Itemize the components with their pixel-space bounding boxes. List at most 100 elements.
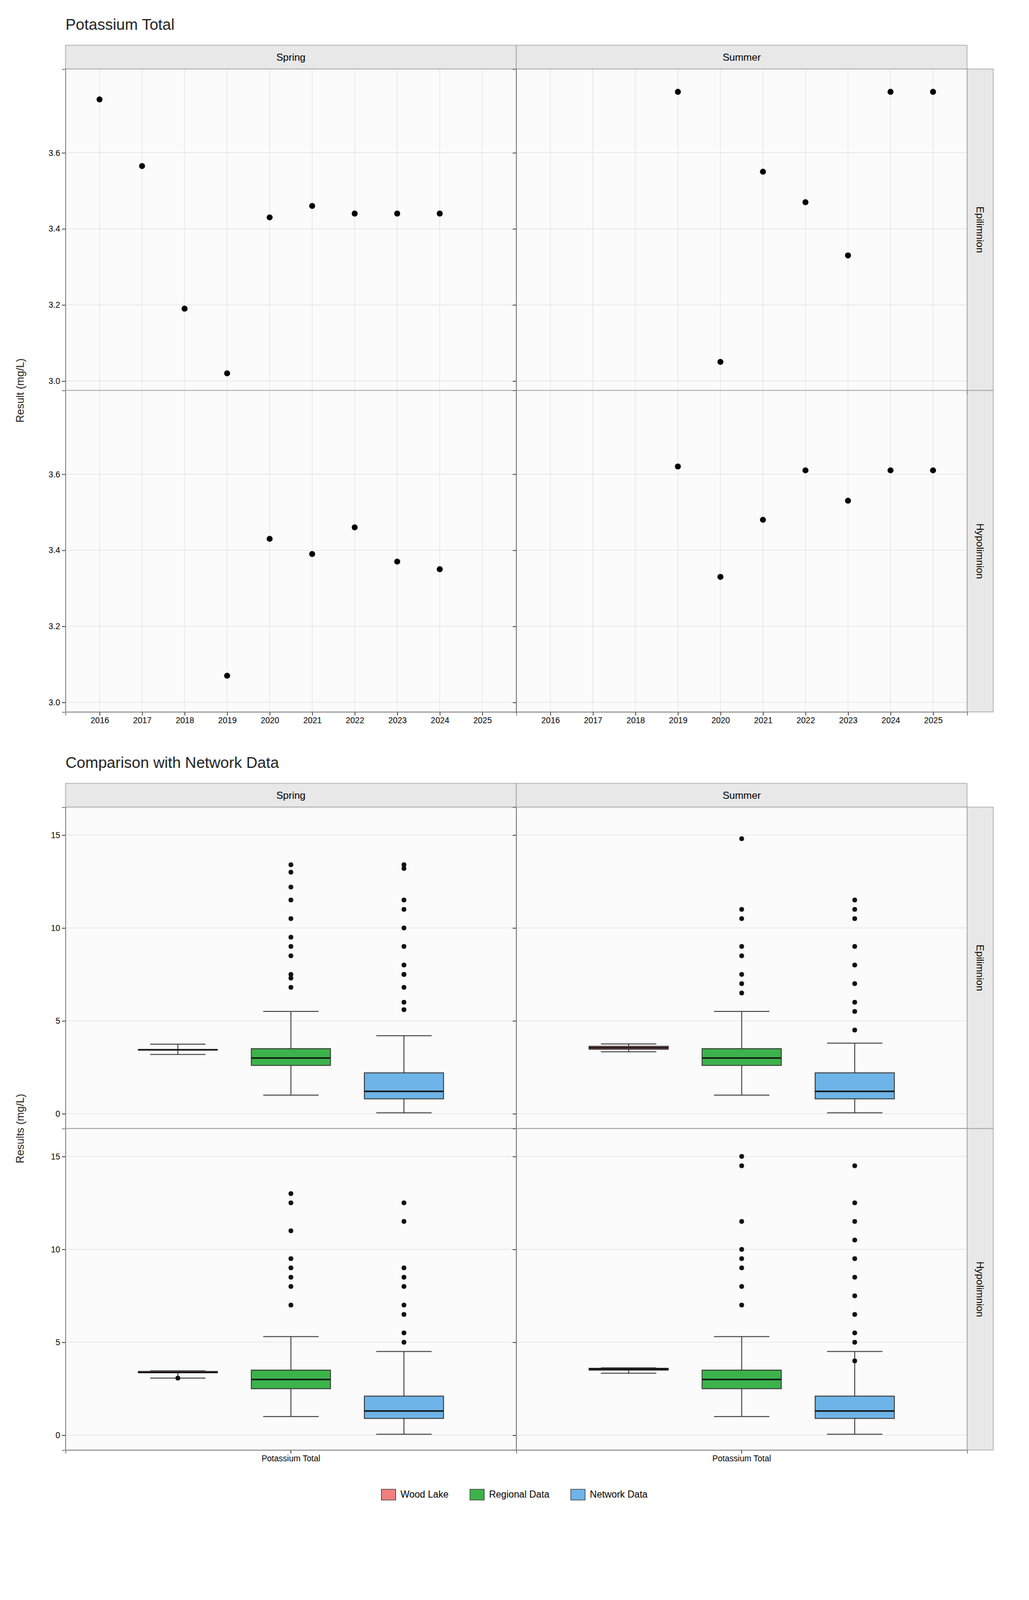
whisker bbox=[403, 1099, 405, 1113]
whisker-cap bbox=[150, 1054, 206, 1056]
x-axis: Potassium Total bbox=[516, 1450, 968, 1464]
box-body bbox=[364, 1073, 444, 1100]
outlier bbox=[739, 1219, 745, 1225]
grid-line bbox=[677, 69, 679, 391]
legend-label: Network Data bbox=[590, 1489, 648, 1501]
grid-line bbox=[65, 1114, 517, 1115]
whisker-cap bbox=[600, 1051, 657, 1053]
outlier bbox=[401, 962, 407, 968]
grid-line bbox=[516, 381, 968, 382]
tick-label: 2022 bbox=[796, 715, 816, 726]
whisker-cap bbox=[713, 1416, 770, 1418]
panel-background bbox=[65, 807, 517, 1130]
grid-line bbox=[550, 69, 551, 391]
whisker bbox=[403, 1036, 405, 1074]
facet-strip: Summer bbox=[516, 45, 968, 70]
outlier bbox=[739, 1163, 745, 1169]
boxes bbox=[138, 862, 444, 1114]
grid-line bbox=[847, 390, 849, 713]
tick: 3.0 bbox=[48, 697, 66, 708]
box-body bbox=[588, 1046, 669, 1050]
grid bbox=[516, 390, 968, 713]
point bbox=[309, 203, 316, 210]
outlier bbox=[852, 1330, 857, 1336]
x-axis: 2016201720182019202020212022202320242025 bbox=[516, 712, 968, 726]
point bbox=[394, 210, 401, 217]
chart-title: Potassium Total bbox=[65, 15, 175, 34]
outlier bbox=[401, 1275, 407, 1281]
outlier bbox=[739, 1256, 745, 1262]
outlier bbox=[288, 884, 294, 890]
panel-frame bbox=[516, 69, 968, 391]
whisker bbox=[741, 1337, 743, 1371]
tick-mark bbox=[512, 1249, 517, 1251]
grid-line bbox=[634, 390, 636, 713]
outlier bbox=[401, 1007, 407, 1013]
grid-line bbox=[65, 152, 517, 154]
grid-line bbox=[516, 228, 968, 230]
panel-background bbox=[516, 807, 968, 1130]
box bbox=[364, 1201, 444, 1436]
panel bbox=[512, 807, 968, 1130]
facet-label: Spring bbox=[276, 790, 306, 802]
tick-label: 2017 bbox=[132, 715, 152, 726]
y-axis: 051015 bbox=[50, 808, 66, 1130]
point bbox=[674, 88, 681, 95]
facet-label: Epilimnion bbox=[974, 206, 986, 254]
tick-mark bbox=[61, 1435, 66, 1437]
tick bbox=[512, 928, 517, 929]
whisker bbox=[741, 1011, 743, 1049]
outlier bbox=[739, 1284, 745, 1290]
tick bbox=[512, 550, 517, 551]
outlier bbox=[739, 1303, 745, 1309]
outlier bbox=[739, 836, 745, 842]
box-body bbox=[815, 1073, 895, 1100]
grid-line bbox=[312, 69, 313, 391]
outlier bbox=[288, 1303, 294, 1309]
outlier bbox=[852, 1219, 857, 1225]
point bbox=[266, 535, 273, 542]
box bbox=[138, 1371, 218, 1381]
tick-label: 10 bbox=[50, 923, 61, 934]
point bbox=[96, 96, 103, 103]
grid-line bbox=[439, 390, 441, 713]
grid-line bbox=[65, 228, 517, 230]
grid-line bbox=[141, 390, 143, 713]
tick-label: 0 bbox=[55, 1430, 61, 1441]
median bbox=[815, 1090, 895, 1093]
tick-label: Potassium Total bbox=[712, 1454, 772, 1464]
outlier bbox=[288, 897, 294, 903]
legend-item: Network Data bbox=[571, 1489, 648, 1501]
tick-mark bbox=[512, 381, 517, 382]
box-body bbox=[251, 1049, 331, 1066]
whisker-cap bbox=[376, 1351, 432, 1353]
tick-mark bbox=[61, 835, 66, 837]
grid bbox=[65, 69, 517, 391]
tick-mark bbox=[512, 550, 517, 551]
outlier bbox=[288, 953, 294, 959]
tick: 2017 bbox=[132, 712, 152, 726]
tick bbox=[512, 1342, 517, 1344]
outlier bbox=[739, 1247, 745, 1253]
whisker-cap bbox=[263, 1416, 319, 1418]
whisker bbox=[290, 1011, 292, 1049]
tick: 10 bbox=[50, 923, 66, 934]
tick: 3.2 bbox=[48, 621, 66, 632]
tick-label: 3.0 bbox=[48, 376, 61, 386]
tick: 2024 bbox=[430, 712, 449, 726]
point bbox=[844, 497, 851, 504]
outlier bbox=[288, 944, 294, 950]
tick-mark bbox=[61, 304, 66, 306]
outlier bbox=[288, 1256, 294, 1262]
point bbox=[394, 559, 401, 566]
whisker bbox=[854, 1419, 856, 1436]
tick-label: 10 bbox=[50, 1245, 61, 1255]
grid-line bbox=[65, 1435, 517, 1437]
grid-line bbox=[805, 69, 806, 391]
facet-label: Epilimnion bbox=[974, 945, 986, 992]
strip-background bbox=[967, 390, 994, 713]
point bbox=[436, 566, 443, 573]
panel-background bbox=[65, 390, 517, 713]
panel: 2016201720182019202020212022202320242025 bbox=[512, 390, 968, 726]
panel: 3.03.23.43.6 bbox=[48, 69, 517, 395]
